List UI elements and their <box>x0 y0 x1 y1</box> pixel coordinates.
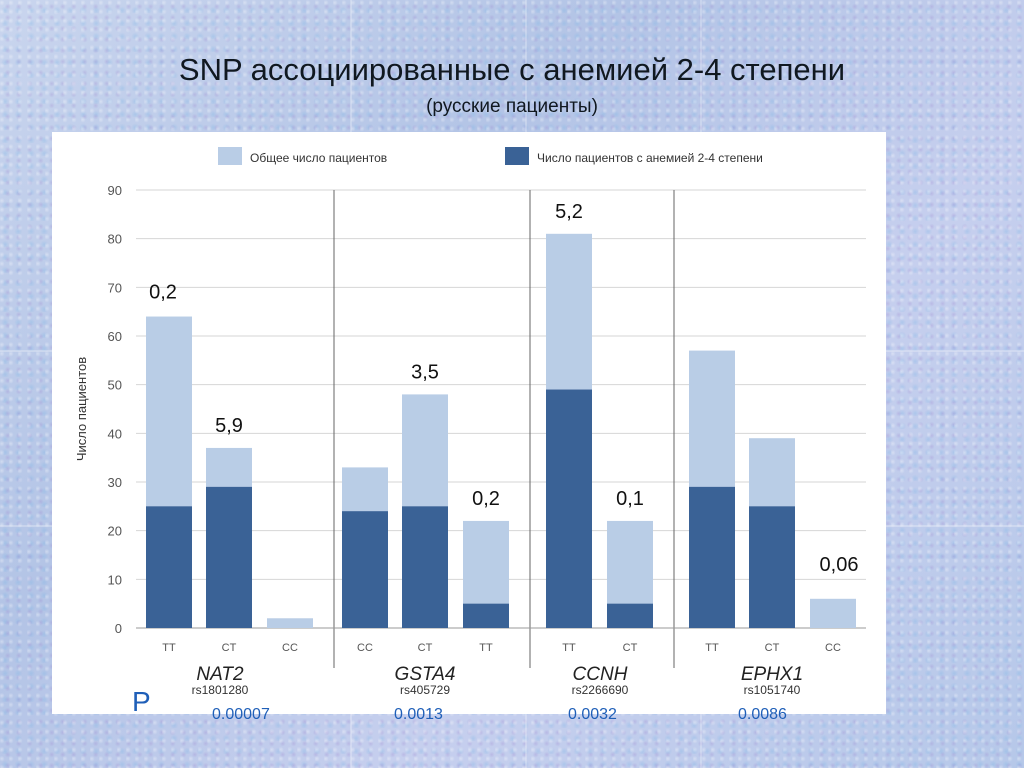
gene-label: NAT2 <box>196 664 244 685</box>
ratio-annotation: 0,06 <box>820 554 859 576</box>
chart-panel: Общее число пациентов Число пациентов с а… <box>52 132 886 714</box>
ratio-annotation: 0,1 <box>616 488 644 510</box>
ratio-annotation: 5,2 <box>555 201 583 223</box>
legend-swatch-anemia <box>505 147 529 165</box>
bar-anemia <box>402 506 448 628</box>
y-tick-label: 60 <box>108 329 122 344</box>
genotype-tick-label: TT <box>162 642 176 654</box>
slide-title: SNP ассоциированные с анемией 2-4 степен… <box>178 52 846 87</box>
gene-label: EPHX1 <box>741 664 803 685</box>
p-value-nat2: 0.00007 <box>212 706 270 723</box>
bar-anemia <box>146 506 192 628</box>
bar-anemia <box>206 486 252 628</box>
snp-id-label: rs2266690 <box>572 683 629 697</box>
y-tick-label: 50 <box>108 378 122 393</box>
snp-id-label: rs405729 <box>400 683 450 697</box>
legend-label-total: Общее число пациентов <box>250 151 387 165</box>
snp-id-label: rs1801280 <box>192 683 249 697</box>
genotype-tick-label: TT <box>705 642 719 654</box>
y-tick-label: 70 <box>108 280 122 295</box>
gene-label: CCNH <box>573 664 628 685</box>
bar-chart: Общее число пациентов Число пациентов с а… <box>74 147 866 697</box>
bar-anemia <box>689 486 735 628</box>
y-tick-label: 10 <box>108 572 122 587</box>
p-value-ccnh: 0.0032 <box>568 706 617 723</box>
genotype-tick-label: CC <box>282 642 298 654</box>
y-tick-label: 0 <box>115 621 122 636</box>
slide-subtitle: (русские пациенты) <box>426 96 598 117</box>
bar-anemia <box>607 603 653 628</box>
genotype-tick-label: CC <box>825 642 841 654</box>
bar-total <box>267 618 313 628</box>
legend-swatch-total <box>218 147 242 165</box>
y-tick-label: 30 <box>108 475 122 490</box>
bar-total <box>810 598 856 628</box>
genotype-tick-label: CT <box>765 642 780 654</box>
genotype-tick-label: TT <box>562 642 576 654</box>
ratio-annotation: 3,5 <box>411 361 439 383</box>
bar-anemia <box>546 389 592 628</box>
ratio-annotation: 0,2 <box>472 488 500 510</box>
genotype-tick-label: TT <box>479 642 493 654</box>
genotype-tick-label: CT <box>222 642 237 654</box>
gene-label: GSTA4 <box>395 664 456 685</box>
bar-anemia <box>342 511 388 628</box>
p-value-ephx1: 0.0086 <box>738 706 787 723</box>
y-tick-label: 90 <box>108 183 122 198</box>
genotype-tick-label: CT <box>623 642 638 654</box>
bar-anemia <box>749 506 795 628</box>
genotype-tick-label: CT <box>418 642 433 654</box>
ratio-annotation: 5,9 <box>215 415 243 437</box>
p-value-gsta4: 0.0013 <box>394 706 443 723</box>
bar-anemia <box>463 603 509 628</box>
legend-label-anemia: Число пациентов с анемией 2-4 степени <box>537 151 763 165</box>
y-tick-label: 20 <box>108 524 122 539</box>
ratio-annotation: 0,2 <box>149 282 177 304</box>
p-value-label: P <box>132 686 151 717</box>
genotype-tick-label: CC <box>357 642 373 654</box>
snp-id-label: rs1051740 <box>744 683 801 697</box>
y-tick-label: 40 <box>108 426 122 441</box>
y-tick-label: 80 <box>108 232 122 247</box>
y-axis-label: Число пациентов <box>74 357 89 461</box>
